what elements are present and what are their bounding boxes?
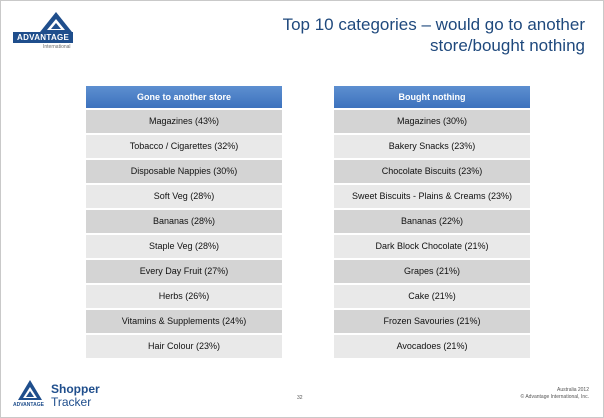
- gone-to-another-store-table: Gone to another store Magazines (43%) To…: [86, 86, 282, 360]
- table-row: Cake (21%): [334, 285, 530, 308]
- table-row: Vitamins & Supplements (24%): [86, 310, 282, 333]
- slide-title: Top 10 categories – would go to another …: [282, 15, 585, 55]
- page-number: 32: [297, 395, 303, 401]
- table-row: Disposable Nappies (30%): [86, 160, 282, 183]
- table-row: Every Day Fruit (27%): [86, 260, 282, 283]
- table-row: Bananas (28%): [86, 210, 282, 233]
- table-row: Soft Veg (28%): [86, 185, 282, 208]
- table-header: Bought nothing: [334, 86, 530, 108]
- copyright-block: Australia 2012 © Advantage International…: [521, 387, 589, 401]
- triangle-logo-icon: [40, 12, 72, 32]
- table-row: Frozen Savouries (21%): [334, 310, 530, 333]
- table-row: Hair Colour (23%): [86, 335, 282, 358]
- product-name-line1: Shopper: [51, 382, 100, 396]
- table-row: Herbs (26%): [86, 285, 282, 308]
- table-row: Dark Block Chocolate (21%): [334, 235, 530, 258]
- logo-subtitle: International: [43, 44, 71, 50]
- triangle-logo-icon: [18, 380, 42, 400]
- footer-brand: ADVANTAGE: [13, 402, 44, 408]
- table-row: Tobacco / Cigarettes (32%): [86, 135, 282, 158]
- table-row: Grapes (21%): [334, 260, 530, 283]
- table-row: Bakery Snacks (23%): [334, 135, 530, 158]
- table-row: Sweet Biscuits - Plains & Creams (23%): [334, 185, 530, 208]
- advantage-logo: ADVANTAGE International: [9, 11, 101, 51]
- product-name-line2: Tracker: [51, 395, 92, 409]
- copyright-text: © Advantage International, Inc.: [520, 394, 589, 400]
- table-row: Magazines (30%): [334, 110, 530, 133]
- table-row: Chocolate Biscuits (23%): [334, 160, 530, 183]
- logo-wordmark: ADVANTAGE: [13, 32, 74, 43]
- region-year: Australia 2012: [557, 387, 589, 393]
- shopper-tracker-logo: ADVANTAGE Shopper Tracker: [11, 379, 131, 413]
- table-row: Avocadoes (21%): [334, 335, 530, 358]
- bought-nothing-table: Bought nothing Magazines (30%) Bakery Sn…: [334, 86, 530, 360]
- table-row: Staple Veg (28%): [86, 235, 282, 258]
- table-row: Magazines (43%): [86, 110, 282, 133]
- table-header: Gone to another store: [86, 86, 282, 108]
- table-row: Bananas (22%): [334, 210, 530, 233]
